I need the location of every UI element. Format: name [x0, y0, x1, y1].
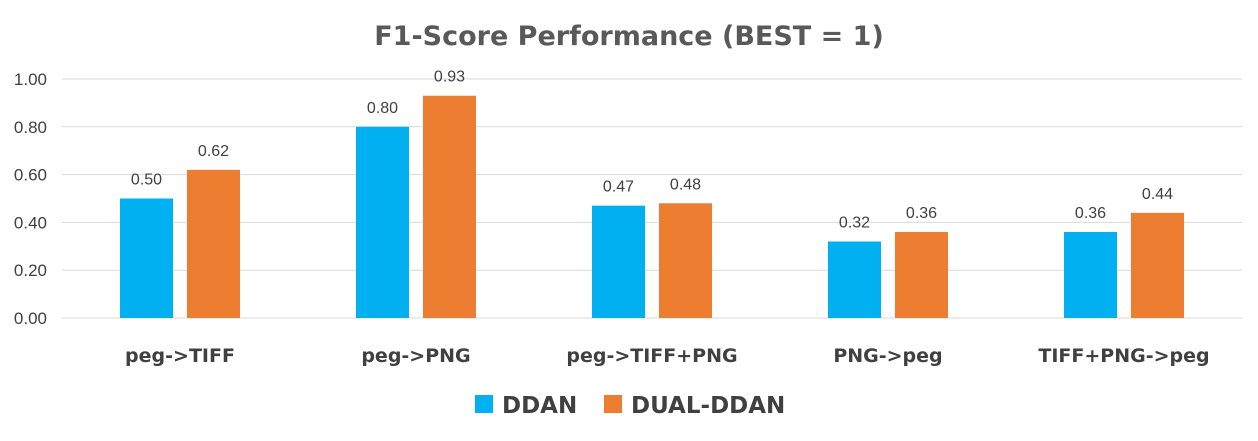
data-label: 0.44 — [1142, 186, 1173, 203]
y-tick-label: 0.00 — [14, 309, 47, 328]
bar-ddan-3 — [828, 241, 881, 318]
bar-dual-ddan-4 — [1131, 212, 1184, 318]
bar-ddan-2 — [592, 205, 645, 318]
data-label: 0.62 — [198, 143, 229, 160]
data-label: 0.50 — [131, 172, 162, 189]
legend: DDAN DUAL-DDAN — [475, 393, 785, 419]
x-axis: peg->TIFF peg->PNG peg->TIFF+PNG PNG->peg TI… — [125, 345, 1210, 367]
y-tick-label: 0.60 — [14, 166, 47, 185]
y-tick-label: 0.20 — [14, 261, 47, 280]
data-label: 0.80 — [367, 100, 398, 117]
legend-label: DDAN — [502, 393, 577, 419]
legend-swatch — [604, 395, 622, 413]
y-tick-label: 0.80 — [14, 118, 47, 137]
x-tick-label: peg->PNG — [361, 345, 470, 367]
legend-swatch — [475, 395, 493, 413]
y-tick-label: 0.40 — [14, 213, 47, 232]
data-label: 0.32 — [839, 215, 870, 232]
x-tick-label: peg->TIFF+PNG — [566, 345, 737, 367]
x-tick-label: PNG->peg — [833, 345, 942, 367]
bar-ddan-0 — [120, 198, 173, 318]
bars — [120, 95, 1184, 318]
gridlines — [62, 78, 1242, 319]
bar-dual-ddan-0 — [187, 169, 240, 318]
bar-dual-ddan-1 — [423, 95, 476, 318]
data-label: 0.36 — [906, 205, 937, 222]
data-label: 0.36 — [1075, 205, 1106, 222]
y-axis: 0.00 0.20 0.40 0.60 0.80 1.00 — [14, 70, 47, 328]
data-label: 0.47 — [603, 179, 634, 196]
chart-title: F1-Score Performance (BEST = 1) — [374, 21, 884, 52]
data-label: 0.93 — [434, 69, 465, 86]
legend-label: DUAL-DDAN — [631, 393, 785, 419]
bar-ddan-1 — [356, 126, 409, 318]
bar-dual-ddan-3 — [895, 231, 948, 318]
bar-ddan-4 — [1064, 231, 1117, 318]
data-labels: 0.50 0.62 0.80 0.93 0.47 0.48 0.32 0.36 0.36 0.44 — [131, 69, 1173, 232]
x-tick-label: peg->TIFF — [125, 345, 235, 367]
y-tick-label: 1.00 — [14, 70, 47, 89]
data-label: 0.48 — [670, 176, 701, 193]
x-tick-label: TIFF+PNG->peg — [1038, 345, 1209, 367]
bar-dual-ddan-2 — [659, 203, 712, 318]
